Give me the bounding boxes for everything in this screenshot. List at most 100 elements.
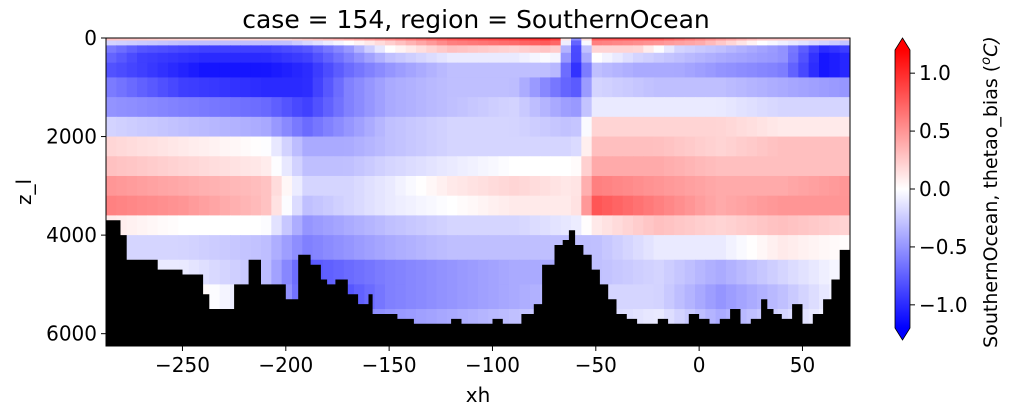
heatmap-cell — [736, 136, 748, 157]
heatmap-cell — [488, 136, 500, 157]
heatmap-cell — [839, 62, 850, 79]
heatmap-cell — [777, 175, 789, 197]
heatmap-cell — [839, 52, 850, 64]
heatmap-cell — [478, 309, 489, 335]
heatmap-cell — [364, 259, 376, 285]
heatmap-cell — [405, 77, 417, 98]
heatmap-cell — [643, 235, 655, 261]
heatmap-cell — [281, 175, 293, 197]
heatmap-cell — [137, 195, 148, 217]
heatmap-cell — [147, 97, 159, 118]
heatmap-cell — [736, 175, 748, 197]
heatmap-cell — [581, 97, 593, 118]
heatmap-cell — [147, 235, 159, 261]
heatmap-cell — [374, 136, 386, 157]
heatmap-cell — [240, 77, 252, 98]
heatmap-cell — [188, 40, 200, 46]
heatmap-cell — [808, 62, 820, 79]
heatmap-cell — [354, 97, 365, 118]
heatmap-cell — [674, 156, 686, 177]
heatmap-cell — [281, 195, 293, 217]
heatmap-cell — [405, 259, 417, 285]
heatmap-cell — [478, 97, 489, 118]
heatmap-cell — [633, 195, 644, 217]
heatmap-cell — [292, 62, 303, 79]
heatmap-cell — [188, 156, 200, 177]
heatmap-cell — [757, 195, 768, 217]
heatmap-cell — [240, 136, 252, 157]
y-axis: 0 2000 4000 6000 — [46, 26, 106, 346]
heatmap-cell — [302, 235, 314, 261]
heatmap-cell — [333, 136, 345, 157]
heatmap-cell — [199, 97, 210, 118]
heatmap-cell — [426, 259, 438, 285]
heatmap-cell — [436, 116, 448, 138]
heatmap-cell — [343, 259, 355, 285]
heatmap-cell — [426, 156, 438, 177]
heatmap-cell — [323, 40, 334, 46]
colorbar-extend-max — [895, 38, 910, 50]
heatmap-cell — [674, 284, 686, 310]
heatmap-cell — [178, 175, 190, 197]
heatmap-cell — [436, 195, 448, 217]
heatmap-cell — [312, 77, 324, 98]
heatmap-cell — [106, 45, 117, 54]
heatmap-cell — [188, 97, 200, 118]
heatmap-cell — [219, 259, 231, 285]
heatmap-cell — [798, 259, 810, 285]
heatmap-cell — [478, 156, 489, 177]
heatmap-cell — [767, 40, 779, 46]
heatmap-cell — [343, 175, 355, 197]
heatmap-cell — [726, 62, 737, 79]
heatmap-cell — [343, 97, 355, 118]
heatmap-cell — [705, 97, 717, 118]
heatmap-cell — [467, 175, 479, 197]
heatmap-cell — [746, 215, 758, 236]
heatmap-cell — [529, 215, 541, 236]
heatmap-cell — [509, 136, 520, 157]
heatmap-cell — [126, 77, 138, 98]
heatmap-cell — [116, 215, 128, 236]
heatmap-cell — [664, 156, 675, 177]
heatmap-cell — [612, 136, 624, 157]
heatmap-cell — [209, 38, 221, 42]
heatmap-cell — [736, 309, 748, 335]
heatmap-cell — [209, 259, 221, 285]
heatmap-cell — [178, 97, 190, 118]
heatmap-cell — [715, 52, 727, 64]
heatmap-cell — [695, 215, 706, 236]
heatmap-cell — [757, 62, 768, 79]
heatmap-cell — [602, 40, 613, 46]
heatmap-cell — [746, 38, 758, 42]
heatmap-cell — [157, 45, 169, 54]
heatmap-cell — [581, 40, 593, 46]
heatmap-cell — [395, 175, 407, 197]
heatmap-cell — [147, 52, 159, 64]
heatmap-cell — [798, 284, 810, 310]
heatmap-cell — [498, 175, 510, 197]
heatmap-cell — [633, 45, 644, 54]
heatmap-cell — [664, 62, 675, 79]
heatmap-cell — [808, 259, 820, 285]
heatmap-cell — [230, 38, 241, 42]
heatmap-cell — [746, 52, 758, 64]
heatmap-cell — [157, 116, 169, 138]
heatmap-cell — [426, 195, 438, 217]
heatmap-cell — [178, 156, 190, 177]
heatmap-cell — [447, 156, 458, 177]
heatmap-cell — [674, 309, 686, 335]
heatmap-cell — [478, 215, 489, 236]
heatmap-cell — [757, 77, 768, 98]
heatmap-cell — [126, 38, 138, 42]
heatmap-cell — [416, 259, 427, 285]
heatmap-cell — [292, 97, 303, 118]
heatmap-cell — [540, 40, 551, 46]
heatmap-cell — [457, 175, 469, 197]
heatmap-cell — [695, 284, 706, 310]
heatmap-cell — [705, 235, 717, 261]
heatmap-cell — [664, 136, 675, 157]
heatmap-cell — [560, 136, 572, 157]
heatmap-cell — [829, 175, 841, 197]
heatmap-cell — [209, 284, 221, 310]
heatmap-cell — [147, 215, 159, 236]
